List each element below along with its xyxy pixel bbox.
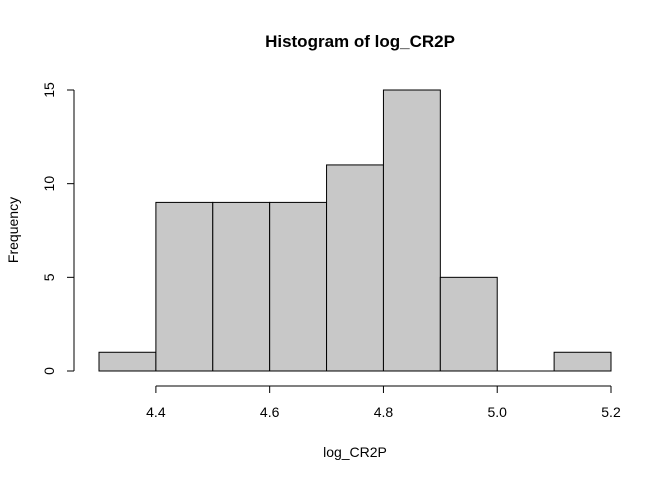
histogram-bar: [269, 201, 328, 372]
histogram-bar: [98, 351, 157, 372]
y-tick-label: 0: [41, 367, 57, 375]
histogram-bar: [212, 201, 271, 372]
y-axis: 0 5 10 15: [41, 82, 75, 375]
x-axis: 4.4 4.6 4.8 5.0 5.2: [146, 385, 621, 420]
x-tick-label: 4.4: [146, 404, 166, 420]
x-tick-label: 5.0: [487, 404, 507, 420]
x-tick-label: 4.6: [260, 404, 280, 420]
histogram-bar: [382, 89, 441, 372]
y-tick-label: 15: [41, 82, 57, 98]
histogram-bar: [326, 164, 384, 372]
chart-title: Histogram of log_CR2P: [265, 32, 455, 51]
histogram-bar: [553, 351, 612, 372]
x-tick-label: 4.8: [374, 404, 394, 420]
x-tick-label: 5.2: [601, 404, 621, 420]
histogram-bar: [439, 276, 498, 372]
y-tick-label: 5: [41, 273, 57, 281]
histogram-bar: [155, 201, 214, 372]
bars-group: [98, 89, 612, 372]
y-tick-label: 10: [41, 176, 57, 192]
y-axis-label: Frequency: [5, 197, 21, 263]
x-axis-label: log_CR2P: [323, 444, 387, 460]
